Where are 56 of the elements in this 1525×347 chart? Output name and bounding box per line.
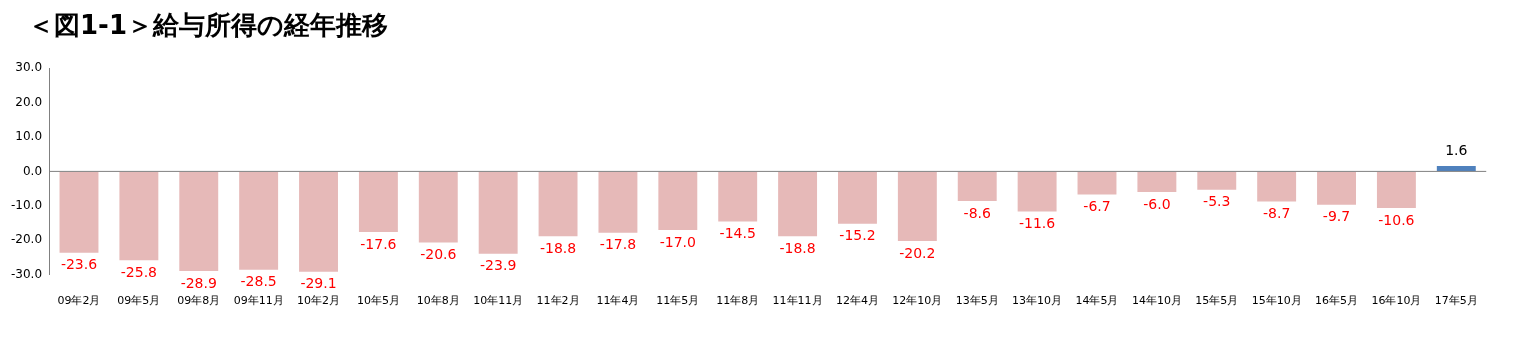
data-label: -18.8	[779, 239, 816, 256]
x-tick-label: 09年8月	[177, 294, 221, 308]
x-tick-label: 11年8月	[716, 294, 760, 308]
y-tick-label: 30.0	[15, 60, 43, 75]
data-label: -18.8	[539, 239, 577, 256]
y-tick-label: -30.0	[10, 266, 43, 281]
y-tick-label: 0.0	[22, 163, 43, 178]
data-label: -20.6	[420, 246, 457, 263]
data-label: -23.6	[60, 256, 98, 273]
x-tick-label: 17年5月	[1434, 294, 1478, 308]
data-label: -28.9	[180, 274, 217, 291]
x-tick-label: 09年2月	[57, 294, 101, 308]
x-tick-label: 11年11月	[772, 294, 823, 308]
x-tick-label: 15年5月	[1195, 294, 1239, 308]
data-label: -25.8	[120, 263, 157, 280]
x-tick-label: 10年11月	[473, 294, 524, 308]
data-label: -5.3	[1203, 193, 1231, 210]
y-tick-label: -20.0	[10, 232, 43, 247]
data-label: -23.9	[480, 257, 517, 274]
x-tick-label: 09年11月	[233, 294, 284, 308]
x-tick-label: 10年8月	[416, 294, 460, 308]
data-label: -20.2	[899, 244, 936, 261]
x-tick-label: 09年5月	[117, 294, 161, 308]
data-label: -17.8	[599, 236, 637, 253]
data-label: -8.7	[1262, 205, 1291, 222]
data-label: -14.5	[719, 225, 756, 242]
y-tick-label: 10.0	[15, 129, 43, 144]
data-label: -28.5	[240, 273, 277, 290]
x-tick-label: 10年2月	[297, 294, 341, 308]
data-label: -10.6	[1378, 211, 1415, 228]
data-label: -11.6	[1019, 215, 1056, 232]
data-label: -15.2	[839, 227, 876, 244]
data-label: -6.7	[1083, 198, 1111, 215]
x-tick-label: 10年5月	[356, 294, 400, 308]
x-tick-label: 16年10月	[1371, 294, 1422, 308]
data-label: -17.6	[360, 235, 397, 252]
y-tick-label: 20.0	[15, 94, 43, 109]
x-tick-label: 14年10月	[1131, 294, 1182, 308]
y-tick-label: -10.0	[10, 197, 43, 212]
data-label: -17.0	[659, 233, 696, 250]
x-tick-label: 12年4月	[835, 294, 879, 308]
data-label: -6.0	[1143, 195, 1171, 212]
x-tick-label: 11年2月	[536, 294, 580, 308]
x-tick-label: 15年10月	[1251, 294, 1302, 308]
x-tick-label: 13年10月	[1012, 294, 1063, 308]
data-label: 1.6	[1445, 141, 1468, 158]
chart-title: ＜図1-1＞給与所得の経年推移	[28, 9, 389, 42]
x-tick-label: 12年10月	[892, 294, 943, 308]
x-tick-label: 14年5月	[1075, 294, 1119, 308]
x-tick-label: 11年4月	[596, 294, 640, 308]
x-tick-label: 16年5月	[1315, 294, 1359, 308]
x-tick-label: 11年5月	[656, 294, 700, 308]
data-label: -8.6	[963, 204, 991, 221]
x-tick-label: 13年5月	[955, 294, 999, 308]
data-label: -29.1	[300, 275, 337, 292]
data-label: -9.7	[1322, 208, 1351, 225]
